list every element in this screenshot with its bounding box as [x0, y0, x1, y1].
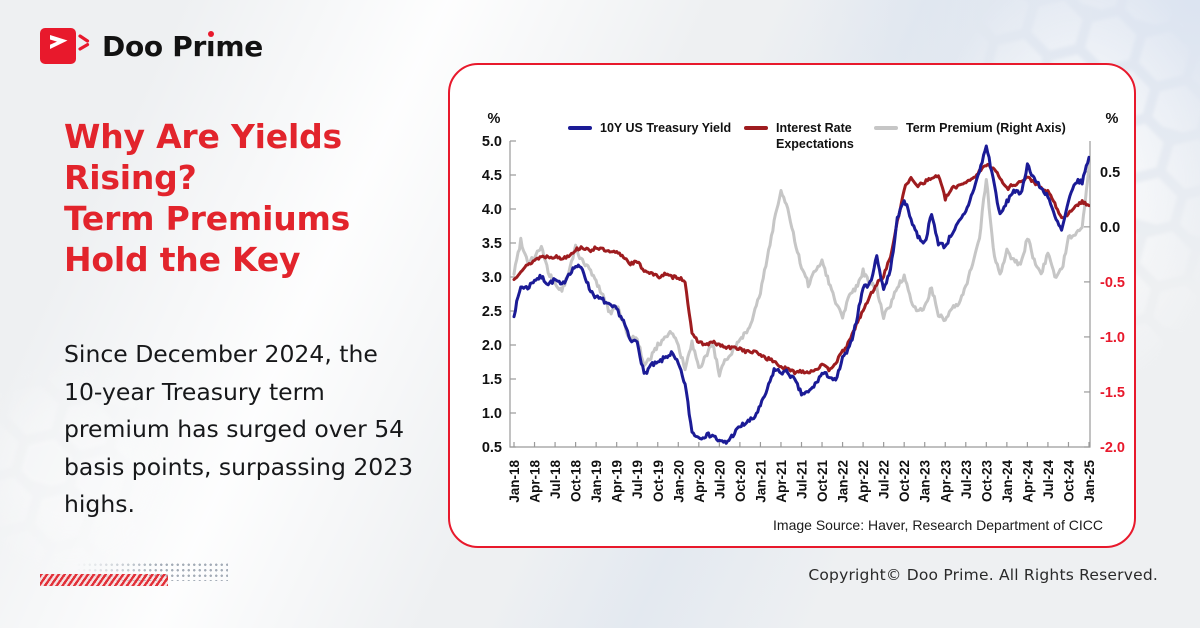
svg-text:Jul-21: Jul-21: [795, 460, 810, 500]
svg-text:Jan-24: Jan-24: [1000, 460, 1015, 503]
doo-prime-wordmark: Doo Prı me: [102, 29, 263, 63]
svg-text:1.0: 1.0: [482, 406, 502, 422]
svg-text:Apr-22: Apr-22: [856, 460, 871, 503]
svg-text:-2.0: -2.0: [1100, 440, 1125, 456]
svg-text:1.5: 1.5: [482, 372, 502, 388]
svg-text:2.5: 2.5: [482, 304, 502, 320]
legend-item-rate-expectations: Interest Rate Expectations: [744, 120, 872, 152]
svg-text:0.5: 0.5: [482, 440, 502, 456]
svg-text:Oct-23: Oct-23: [979, 460, 994, 503]
svg-text:%: %: [488, 111, 501, 127]
svg-text:Jul-20: Jul-20: [712, 460, 727, 499]
svg-text:Jan-21: Jan-21: [753, 460, 768, 503]
chart-source-note: Image Source: Haver, Research Department…: [773, 517, 1103, 533]
chart-legend: 10Y US Treasury Yield Interest Rate Expe…: [450, 65, 1134, 151]
line-chart: 5.0 4.5 4.0 3.5 3.0 2.5 2.0 1.5 1.0 0.5% 0.5 0.0 -0.…: [482, 111, 1125, 503]
svg-text:Jan-23: Jan-23: [918, 460, 933, 503]
chart-card: 5.0 4.5 4.0 3.5 3.0 2.5 2.0 1.5 1.0 0.5% 0.5 0.0 -0.…: [448, 63, 1136, 548]
svg-text:Apr-19: Apr-19: [610, 460, 625, 503]
legend-item-treasury-yield: 10Y US Treasury Yield: [568, 120, 731, 136]
svg-text:2.0: 2.0: [482, 338, 502, 354]
svg-text:-1.0: -1.0: [1100, 330, 1125, 346]
legend-dash-gray: [874, 126, 898, 130]
svg-text:Apr-24: Apr-24: [1020, 460, 1035, 503]
svg-text:-0.5: -0.5: [1100, 275, 1125, 291]
svg-text:Oct-22: Oct-22: [897, 460, 912, 502]
doo-prime-logo: Doo Prı me: [40, 27, 263, 65]
summary-text: Since December 2024, the 10-year Treasur…: [64, 340, 414, 518]
svg-text:Jul-23: Jul-23: [959, 460, 974, 500]
svg-text:Jan-19: Jan-19: [589, 460, 604, 503]
svg-text:5.0: 5.0: [482, 134, 502, 150]
svg-text:Jul-22: Jul-22: [877, 460, 892, 499]
svg-text:Jul-24: Jul-24: [1041, 460, 1056, 500]
svg-text:4.5: 4.5: [482, 168, 502, 184]
legend-dash-blue: [568, 126, 592, 130]
honeycomb-decoration-bottom-left: [0, 360, 180, 580]
svg-text:Apr-23: Apr-23: [938, 460, 953, 503]
svg-text:0.5: 0.5: [1100, 165, 1120, 181]
legend-dash-red: [744, 126, 768, 130]
copyright-text: Copyright© Doo Prime. All Rights Reserve…: [808, 566, 1158, 584]
red-hatched-bar-decoration: [40, 574, 168, 586]
page-title: Why Are Yields Rising? Term Premiums Hol…: [64, 117, 351, 279]
svg-text:Jul-18: Jul-18: [548, 460, 563, 500]
red-dot-tittle: [207, 30, 214, 37]
doo-prime-logo-mark: [40, 28, 90, 64]
svg-text:Apr-18: Apr-18: [528, 460, 543, 503]
svg-text:Oct-20: Oct-20: [733, 460, 748, 502]
svg-text:Oct-18: Oct-18: [569, 460, 584, 503]
svg-text:3.5: 3.5: [482, 236, 502, 252]
svg-text:%: %: [1106, 111, 1119, 127]
svg-text:Apr-20: Apr-20: [692, 460, 707, 503]
svg-text:-1.5: -1.5: [1100, 385, 1125, 401]
svg-text:Oct-24: Oct-24: [1061, 460, 1076, 503]
svg-text:3.0: 3.0: [482, 270, 502, 286]
legend-item-term-premium: Term Premium (Right Axis): [874, 120, 1066, 136]
svg-text:Oct-21: Oct-21: [815, 460, 830, 503]
svg-text:0.0: 0.0: [1100, 220, 1120, 236]
svg-text:Apr-21: Apr-21: [774, 460, 789, 503]
svg-text:Jan-22: Jan-22: [836, 460, 851, 503]
svg-text:4.0: 4.0: [482, 202, 502, 218]
svg-text:Jan-25: Jan-25: [1082, 460, 1097, 503]
svg-text:Oct-19: Oct-19: [651, 460, 666, 502]
svg-text:Jan-18: Jan-18: [507, 460, 522, 503]
svg-text:Jan-20: Jan-20: [671, 460, 686, 503]
svg-text:Jul-19: Jul-19: [630, 460, 645, 499]
